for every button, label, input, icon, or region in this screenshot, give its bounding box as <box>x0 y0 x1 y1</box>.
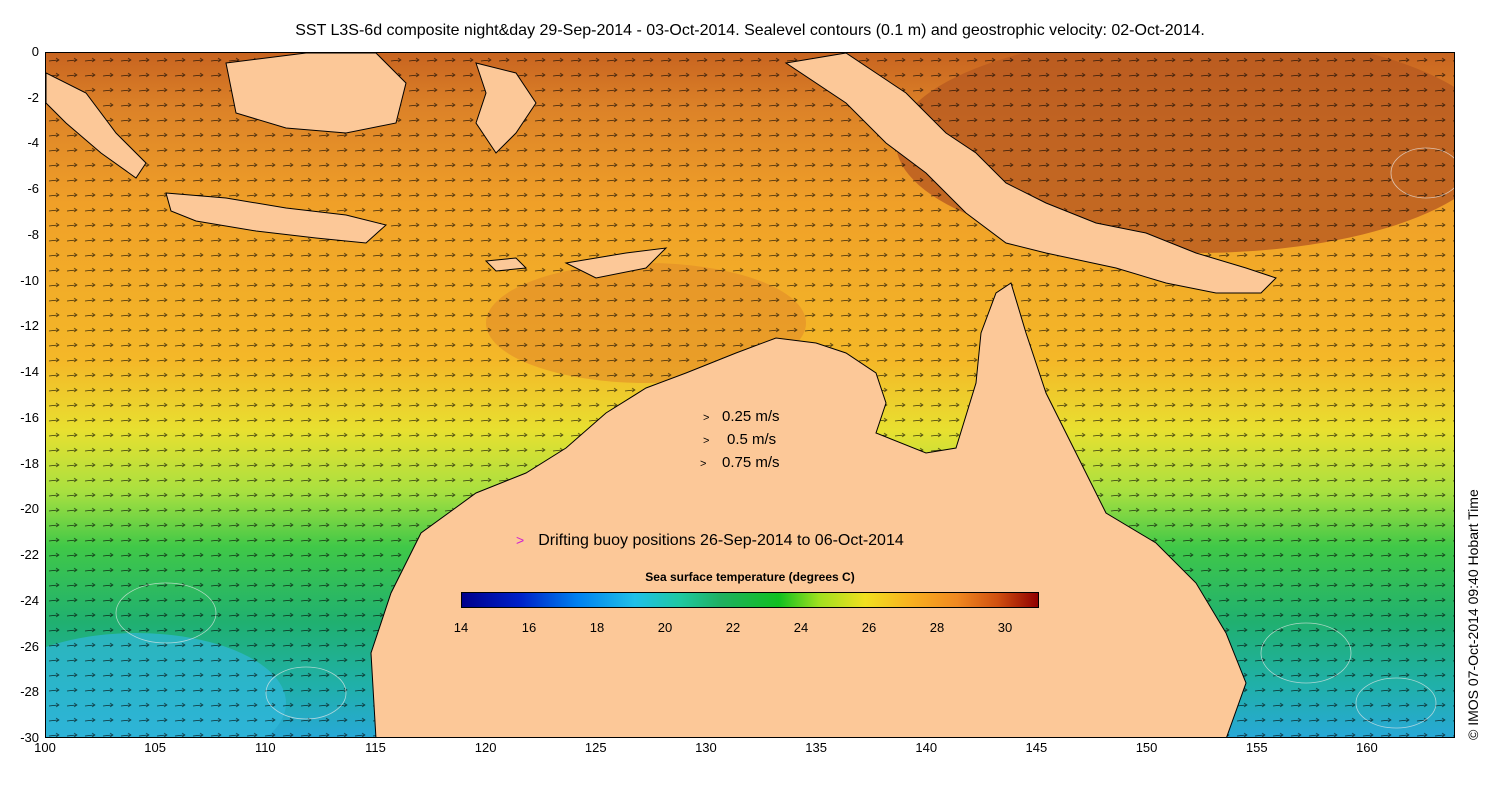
x-tick-label: 110 <box>254 740 276 755</box>
timor-island <box>564 247 668 279</box>
colorbar-tick-label: 26 <box>861 620 877 635</box>
x-tick-label: 150 <box>1135 740 1158 755</box>
sumatra-island <box>46 72 147 179</box>
x-tick-label: 130 <box>695 740 717 755</box>
y-tick-label: -12 <box>20 318 39 334</box>
sealevel-contour <box>1390 147 1454 199</box>
borneo-island <box>225 53 407 134</box>
y-tick-label: -4 <box>27 135 39 151</box>
x-tick-label: 120 <box>474 740 497 755</box>
colorbar-tick-label: 18 <box>589 620 605 635</box>
buoy-legend: > Drifting buoy positions 26-Sep-2014 to … <box>516 532 904 550</box>
new-guinea-landmass <box>784 53 1277 294</box>
java-island <box>165 192 388 244</box>
sulawesi-island <box>475 62 537 154</box>
map-panel[interactable] <box>45 52 1455 738</box>
y-tick-label: -8 <box>27 226 39 242</box>
y-tick-label: -14 <box>20 364 39 380</box>
credit-text: © IMOS 07-Oct-2014 09:40 Hobart Time <box>1465 489 1481 740</box>
x-tick-label: 160 <box>1356 740 1378 755</box>
colorbar-tick-label: 28 <box>929 620 945 635</box>
colorbar <box>461 592 1039 608</box>
y-tick-label: -16 <box>20 409 39 425</box>
velocity-label-075: 0.75 m/s <box>722 454 780 471</box>
sealevel-contour <box>1260 622 1352 684</box>
velocity-arrow-025: > <box>703 412 710 424</box>
sst-map <box>46 53 1454 737</box>
x-tick-label: 155 <box>1245 740 1268 755</box>
colorbar-tick-label: 22 <box>725 620 741 635</box>
x-tick-label: 125 <box>584 740 607 755</box>
sealevel-contour <box>115 582 217 644</box>
y-tick-label: -26 <box>20 638 39 654</box>
y-tick-label: -24 <box>20 592 39 608</box>
colorbar-tick-label: 16 <box>521 620 537 635</box>
sealevel-contour <box>1355 677 1437 729</box>
velocity-arrow-05: > <box>703 435 710 447</box>
y-tick-label: -20 <box>20 501 39 517</box>
y-tick-label: -18 <box>20 455 39 471</box>
x-tick-label: 100 <box>34 740 56 755</box>
australia-landmass <box>370 282 1247 737</box>
x-tick-label: 145 <box>1025 740 1048 755</box>
sumba-island <box>484 257 528 272</box>
velocity-arrow-075: > <box>700 458 707 470</box>
colorbar-tick-label: 24 <box>793 620 809 635</box>
x-tick-label: 115 <box>365 740 386 755</box>
y-tick-label: -30 <box>20 730 39 745</box>
velocity-label-025: 0.25 m/s <box>722 408 780 425</box>
page-title: SST L3S-6d composite night&day 29-Sep-20… <box>295 22 1205 39</box>
x-tick-label: 140 <box>915 740 938 755</box>
y-tick-label: -28 <box>20 684 39 700</box>
buoy-marker-icon: > <box>516 532 525 548</box>
x-tick-label: 105 <box>144 740 166 755</box>
sealevel-contour <box>265 666 347 720</box>
colorbar-tick-label: 20 <box>657 620 673 635</box>
y-tick-label: 0 <box>31 44 39 59</box>
colorbar-tick-label: 14 <box>453 620 469 635</box>
colorbar-title: Sea surface temperature (degrees C) <box>645 570 855 584</box>
buoy-legend-label: Drifting buoy positions 26-Sep-2014 to 0… <box>538 532 904 549</box>
x-tick-label: 135 <box>805 740 827 755</box>
y-tick-label: -2 <box>27 89 39 105</box>
y-tick-label: -6 <box>27 181 39 197</box>
colorbar-tick-label: 30 <box>997 620 1013 635</box>
y-tick-label: -22 <box>20 547 39 563</box>
velocity-label-05: 0.5 m/s <box>727 431 777 448</box>
y-tick-label: -10 <box>20 272 39 288</box>
